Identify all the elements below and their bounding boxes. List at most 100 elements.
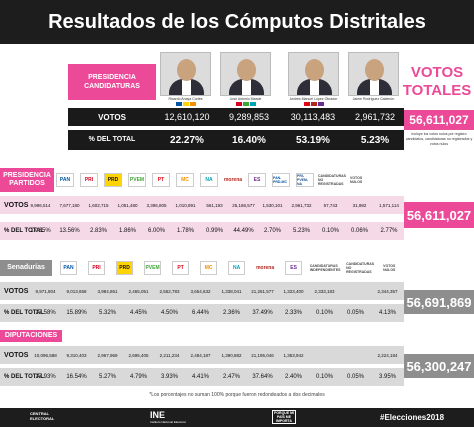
- votos-cell: 21,195,046: [251, 352, 274, 358]
- votos-cell: 2,344,357: [377, 288, 398, 294]
- votos-cell: 1,323,400: [283, 288, 304, 294]
- pct-cell: 17.93%: [35, 374, 56, 380]
- pct-cell: 37.49%: [252, 310, 273, 316]
- votos-cell: 2,333,183: [314, 288, 335, 294]
- pct-cell: 4.45%: [129, 310, 147, 316]
- row-label: VOTOS: [4, 287, 29, 295]
- prd-logo-icon: PRD: [116, 261, 134, 275]
- presidencia-candidaturas-label: PRESIDENCIA CANDIDATURAS: [68, 64, 156, 100]
- pct-cell: 2.70%: [263, 228, 281, 234]
- morena-logo-icon: morena: [256, 261, 274, 275]
- pct-cell: 37.64%: [252, 374, 273, 380]
- votos-cell: 9,971,804: [35, 288, 56, 294]
- pt-logo-icon: PT: [152, 173, 170, 187]
- votos-totales-value: 56,611,027: [404, 110, 474, 130]
- pct-cell: 5.23%: [360, 134, 390, 146]
- votos-cell: 7,677,180: [59, 202, 80, 208]
- porque-mi-pais-logo: PORQUE MI PAÍS ME IMPORTA: [272, 410, 296, 424]
- votos-cell: 3,396,805: [146, 202, 167, 208]
- coalition-pri-logo-icon: PRI-PVEM-NA: [296, 173, 314, 187]
- pri-logo-icon: PRI: [88, 261, 106, 275]
- pct-cell: 5.32%: [98, 310, 116, 316]
- candidate-name: Ricardo Anaya Cortés: [168, 97, 203, 101]
- presidencia-partidos-label: PRESIDENCIA PARTIDOS: [0, 168, 54, 192]
- party-logos: [160, 102, 211, 106]
- votos-cell: 3,654,632: [190, 288, 211, 294]
- independientes-label: CANDIDATURAS INDEPENDIENTES: [309, 264, 341, 272]
- votos-totales-note: Incluye los votos nulos por registro can…: [405, 132, 473, 146]
- morena-logo-icon: morena: [224, 173, 242, 187]
- diputaciones-total: 56,300,247: [404, 354, 474, 378]
- mc-logo-icon: MC: [176, 173, 194, 187]
- pct-cell: 22.27%: [170, 134, 204, 146]
- pct-cell: 4.50%: [160, 310, 178, 316]
- na-logo-icon: NA: [200, 173, 218, 187]
- votos-cell: 1,390,882: [221, 352, 242, 358]
- pct-cell: 2.83%: [89, 228, 107, 234]
- candidate-card: Jaime Rodríguez Calderón: [348, 52, 399, 104]
- votos-cell: 2,961,732: [354, 112, 396, 122]
- senadurias-votos-row: VOTOS 9,971,804 9,013,658 3,984,861 2,46…: [0, 282, 404, 300]
- pct-cell: 16.40%: [232, 134, 266, 146]
- votos-cell: 21,261,577: [251, 288, 274, 294]
- diputaciones-label: DIPUTACIONES: [0, 330, 62, 342]
- row-label: % DEL TOTAL: [88, 136, 136, 143]
- pri-logo-icon: PRI: [80, 173, 98, 187]
- candidate-name: Andrés Manuel López Obrador: [289, 97, 338, 101]
- pt-logo-icon: PT: [172, 261, 190, 275]
- pct-cell: 3.93%: [160, 374, 178, 380]
- partidos-total: 56,611,027: [404, 202, 474, 228]
- pct-cell: 2.33%: [284, 310, 302, 316]
- candidate-name: Jaime Rodríguez Calderón: [352, 97, 395, 101]
- senadurias-logos-row: PAN PRI PRD PVEM PT MC NA morena ES CAND…: [60, 258, 400, 278]
- diputaciones-pct-cells: 17.93% 16.54% 5.27% 4.79% 3.93% 4.41% 2.…: [30, 374, 404, 380]
- votos-cell: 1,602,715: [88, 202, 109, 208]
- candidate-card: José Antonio Meade: [220, 52, 271, 106]
- pct-cell: 2.47%: [222, 374, 240, 380]
- row-label: % DEL TOTAL: [4, 309, 45, 316]
- pct-cell: 6.00%: [147, 228, 165, 234]
- pvem-logo-icon: PVEM: [144, 261, 162, 275]
- votos-cell: 9,996,514: [30, 202, 51, 208]
- row-label: % DEL TOTAL: [4, 227, 45, 234]
- pct-cell: 15.89%: [66, 310, 87, 316]
- votos-nulos-label: VOTOS NULOS: [350, 176, 363, 184]
- votos-cell: 30,113,483: [290, 112, 336, 122]
- pct-cell: 6.44%: [191, 310, 209, 316]
- votos-cell: 1,353,942: [283, 352, 304, 358]
- pct-cell: 2.77%: [380, 228, 398, 234]
- votos-cell: 1,571,114: [379, 202, 399, 208]
- votos-cell: 9,289,853: [228, 112, 270, 122]
- votos-cell: 25,186,577: [232, 202, 255, 208]
- diputaciones-pct-row: % DEL TOTAL 17.93% 16.54% 5.27% 4.79% 3.…: [0, 368, 404, 386]
- pct-cell: 4.13%: [378, 310, 396, 316]
- candidate-photo: [288, 52, 339, 96]
- votos-cell: 10,096,588: [34, 352, 57, 358]
- senadurias-votos-cells: 9,971,804 9,013,658 3,984,861 2,465,051 …: [30, 289, 404, 294]
- pct-cell: 4.79%: [129, 374, 147, 380]
- hashtag: #Elecciones2018: [380, 413, 445, 422]
- votos-cell: 9,013,658: [66, 288, 87, 294]
- votos-cell: 2,961,732: [291, 202, 312, 208]
- party-logos: [288, 102, 339, 106]
- no-registradas-label: CANDIDATURAS NO REGISTRADAS: [318, 174, 346, 186]
- page-title: Resultados de los Cómputos Distritales: [0, 0, 474, 44]
- votos-cell: 1,530,101: [262, 202, 283, 208]
- votos-cell: 31,982: [352, 202, 367, 208]
- diputaciones-votos-cells: 10,096,588 9,310,403 2,967,969 2,695,405…: [30, 353, 404, 358]
- pct-cell: 16.54%: [66, 374, 87, 380]
- pan-logo-icon: PAN: [56, 173, 74, 187]
- candidaturas-pct-row: % DEL TOTAL 22.27% 16.40% 53.19% 5.23%: [68, 130, 404, 150]
- footer-bar: [0, 408, 474, 427]
- votos-cell: 2,224,184: [377, 352, 398, 358]
- candidate-photo: [220, 52, 271, 96]
- votos-totales-heading: VOTOS TOTALES: [402, 64, 472, 99]
- row-label: VOTOS: [4, 351, 29, 359]
- senadurias-pct-cells: 17.58% 15.89% 5.32% 4.45% 4.50% 6.44% 2.…: [30, 310, 404, 316]
- row-label: VOTOS: [98, 112, 126, 122]
- partidos-pct-cells: 17.65% 13.56% 2.83% 1.86% 6.00% 1.78% 0.…: [26, 228, 404, 234]
- candidate-name: José Antonio Meade: [229, 97, 262, 101]
- votos-cell: 9,310,403: [66, 352, 87, 358]
- votos-cell: 2,211,234: [159, 352, 180, 358]
- pct-cell: 17.58%: [35, 310, 56, 316]
